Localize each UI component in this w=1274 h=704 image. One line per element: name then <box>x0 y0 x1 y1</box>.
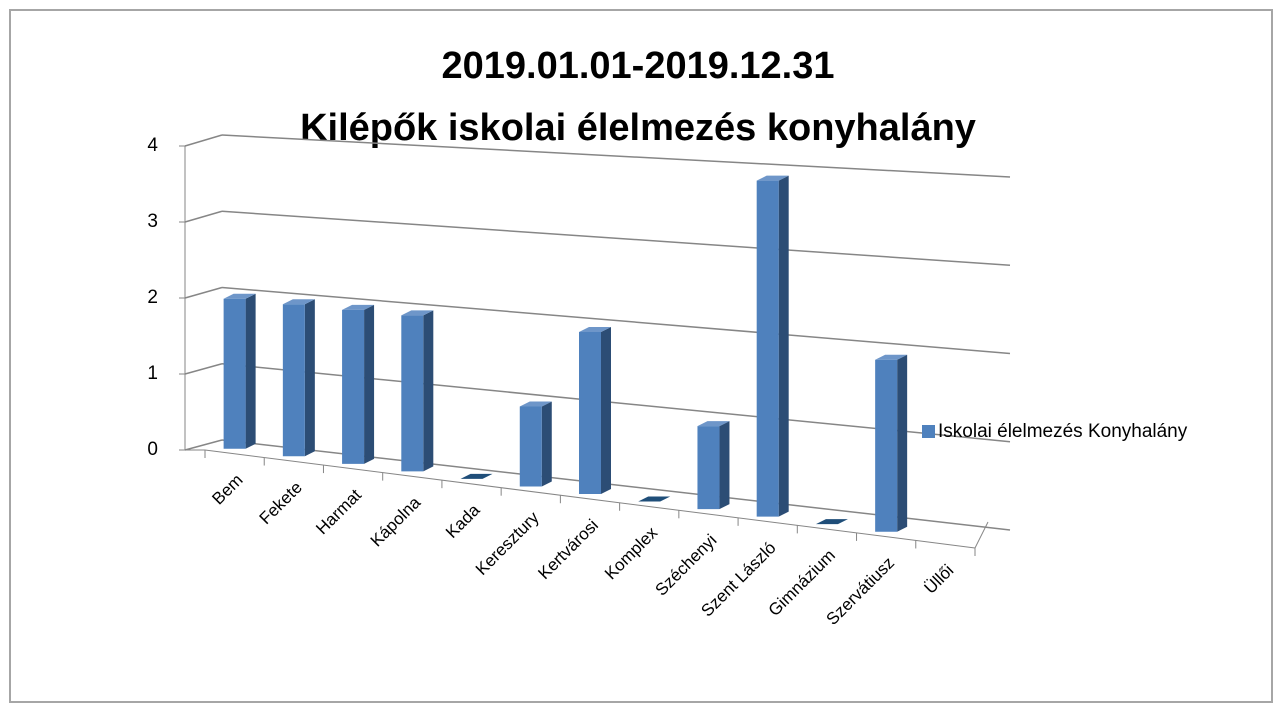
bar-face <box>719 421 730 510</box>
bar <box>638 496 671 502</box>
grid-line <box>184 286 223 299</box>
legend-label: Iskolai élelmezés Konyhalány <box>938 421 1188 442</box>
bar-face <box>223 298 246 449</box>
bar-face <box>223 293 256 299</box>
grid-line <box>184 134 223 147</box>
bar-face <box>282 299 315 305</box>
bar <box>875 354 908 532</box>
bar-face <box>697 421 730 427</box>
bar-face <box>778 175 789 517</box>
grid-line <box>184 210 223 223</box>
grid-line <box>221 210 1011 266</box>
grid-line <box>221 286 1011 355</box>
bar-face <box>364 304 375 464</box>
y-tick-label: 2 <box>147 287 158 308</box>
bar-face <box>601 327 611 494</box>
bar-face <box>875 354 908 360</box>
bar <box>401 310 434 472</box>
y-tick-label: 3 <box>147 211 158 232</box>
chart-title: 2019.01.01-2019.12.31 <box>441 45 834 87</box>
bar-face <box>245 293 256 449</box>
bar-face <box>579 327 611 332</box>
bar <box>519 401 552 487</box>
bar-face <box>282 304 305 457</box>
legend-swatch <box>922 425 935 438</box>
bar-face <box>342 304 375 310</box>
chart-frame <box>9 9 1273 703</box>
bar <box>815 519 848 525</box>
bar <box>697 421 730 510</box>
bar-face <box>401 315 424 472</box>
grid-line <box>184 439 223 451</box>
bar-face <box>423 310 434 472</box>
y-tick-label: 4 <box>147 135 158 156</box>
bar <box>756 175 789 517</box>
bar-face <box>697 426 720 510</box>
bar <box>460 473 493 479</box>
bar-face <box>342 309 365 464</box>
bar <box>282 299 315 457</box>
y-tick-label: 1 <box>147 363 158 384</box>
bar-face <box>519 401 552 407</box>
bar <box>223 293 256 449</box>
floor-edge <box>974 521 989 549</box>
bar-face <box>579 332 601 494</box>
y-tick-label: 0 <box>147 439 158 460</box>
bar-face <box>897 354 908 532</box>
grid-line <box>221 134 1011 178</box>
bar-face <box>519 406 542 487</box>
bar-face <box>875 359 898 532</box>
grid-line <box>184 363 223 375</box>
bar-face <box>541 401 552 487</box>
x-axis <box>204 449 976 549</box>
bar-face <box>401 310 434 316</box>
bar-face <box>756 180 779 517</box>
bar <box>579 327 611 494</box>
bar-face <box>756 175 789 181</box>
bar <box>342 304 375 464</box>
chart-subtitle: Kilépők iskolai élelmezés konyhalány <box>300 107 976 149</box>
bar-face <box>304 299 315 457</box>
